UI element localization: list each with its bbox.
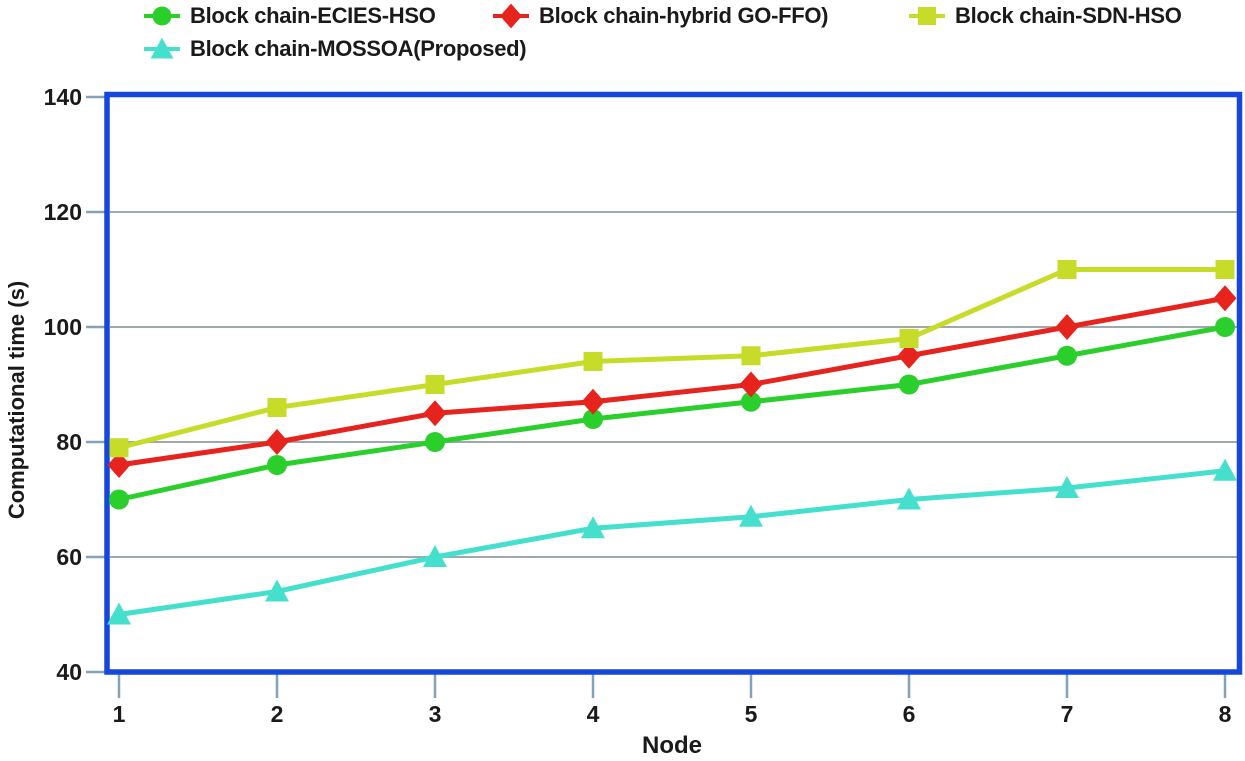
series-layer bbox=[107, 260, 1237, 625]
data-point-marker bbox=[899, 374, 919, 395]
x-tick-label: 2 bbox=[271, 701, 284, 727]
y-tick-label: 120 bbox=[44, 199, 82, 225]
series-triangle bbox=[107, 458, 1237, 625]
x-tick-label: 7 bbox=[1061, 701, 1074, 727]
y-tick-label: 100 bbox=[44, 314, 82, 340]
legend-label: Block chain-SDN-HSO bbox=[955, 3, 1182, 28]
y-axis-title: Computational time (s) bbox=[4, 281, 29, 519]
data-point-marker bbox=[1057, 260, 1077, 279]
axis-ticks bbox=[86, 95, 1227, 698]
data-point-marker bbox=[423, 545, 447, 567]
x-tick-label: 4 bbox=[587, 701, 600, 727]
data-point-marker bbox=[899, 329, 919, 348]
x-tick-label: 3 bbox=[429, 701, 442, 727]
y-tick-label: 80 bbox=[56, 429, 82, 455]
data-point-marker bbox=[267, 398, 287, 417]
x-tick-label: 6 bbox=[903, 701, 916, 727]
y-tick-label: 140 bbox=[44, 84, 82, 110]
data-point-marker bbox=[107, 602, 131, 625]
plot-border bbox=[104, 91, 1243, 675]
data-point-marker bbox=[425, 375, 445, 394]
data-point-marker bbox=[583, 409, 603, 429]
data-point-marker bbox=[897, 487, 921, 510]
square-marker-icon bbox=[909, 6, 945, 26]
data-point-marker bbox=[1215, 260, 1235, 279]
legend-item: Block chain-hybrid GO-FFO) bbox=[492, 3, 829, 29]
x-tick-label: 8 bbox=[1219, 701, 1232, 727]
data-point-marker bbox=[1213, 458, 1237, 481]
data-point-marker bbox=[265, 429, 289, 455]
legend-label: Block chain-MOSSOA(Proposed) bbox=[190, 36, 527, 61]
x-tick-label: 5 bbox=[745, 701, 758, 727]
data-point-marker bbox=[109, 438, 129, 458]
chart-legend: Block chain-ECIES-HSO Block chain-hybrid … bbox=[0, 0, 1245, 70]
data-point-marker bbox=[897, 342, 921, 369]
data-point-marker bbox=[583, 352, 603, 371]
data-point-marker bbox=[500, 3, 522, 29]
series-diamond bbox=[107, 285, 1237, 478]
x-tick-label: 1 bbox=[113, 701, 126, 727]
legend-item: Block chain-SDN-HSO bbox=[908, 3, 1182, 29]
legend-label: Block chain-ECIES-HSO bbox=[190, 3, 436, 28]
data-point-marker bbox=[917, 6, 937, 26]
y-tick-label: 40 bbox=[56, 659, 82, 685]
tick-labels: 40 60 80 100 120 140 1 2 3 4 5 6 7 8 bbox=[44, 84, 1232, 727]
data-point-marker bbox=[1055, 476, 1079, 498]
x-axis-title: Node bbox=[642, 732, 702, 759]
legend-item: Block chain-MOSSOA(Proposed) bbox=[143, 36, 527, 62]
series-circle bbox=[109, 317, 1235, 510]
circle-marker-icon bbox=[144, 6, 180, 26]
series-line bbox=[116, 324, 1228, 502]
series-line bbox=[116, 468, 1228, 617]
data-point-marker bbox=[152, 6, 172, 26]
triangle-marker-icon bbox=[144, 37, 180, 59]
series-line bbox=[116, 295, 1228, 468]
data-point-marker bbox=[741, 346, 761, 366]
legend-item: Block chain-ECIES-HSO bbox=[143, 3, 436, 29]
data-point-marker bbox=[423, 400, 447, 427]
data-point-marker bbox=[581, 388, 605, 415]
data-point-marker bbox=[1215, 317, 1235, 337]
gridlines bbox=[110, 211, 1237, 558]
data-point-marker bbox=[267, 455, 287, 475]
data-point-marker bbox=[1213, 285, 1237, 312]
data-point-marker bbox=[739, 371, 763, 398]
data-point-marker bbox=[109, 489, 129, 510]
series-line bbox=[116, 267, 1228, 451]
data-point-marker bbox=[1055, 314, 1079, 340]
data-point-marker bbox=[150, 37, 174, 59]
data-point-marker bbox=[107, 452, 131, 478]
data-point-marker bbox=[425, 432, 445, 452]
data-point-marker bbox=[265, 579, 289, 602]
diamond-marker-icon bbox=[493, 3, 529, 29]
data-point-marker bbox=[581, 516, 605, 539]
data-point-marker bbox=[739, 504, 763, 527]
y-tick-label: 60 bbox=[56, 544, 82, 570]
data-point-marker bbox=[1057, 345, 1077, 366]
series-square bbox=[109, 260, 1235, 458]
data-point-marker bbox=[741, 391, 761, 412]
legend-label: Block chain-hybrid GO-FFO) bbox=[539, 3, 829, 28]
